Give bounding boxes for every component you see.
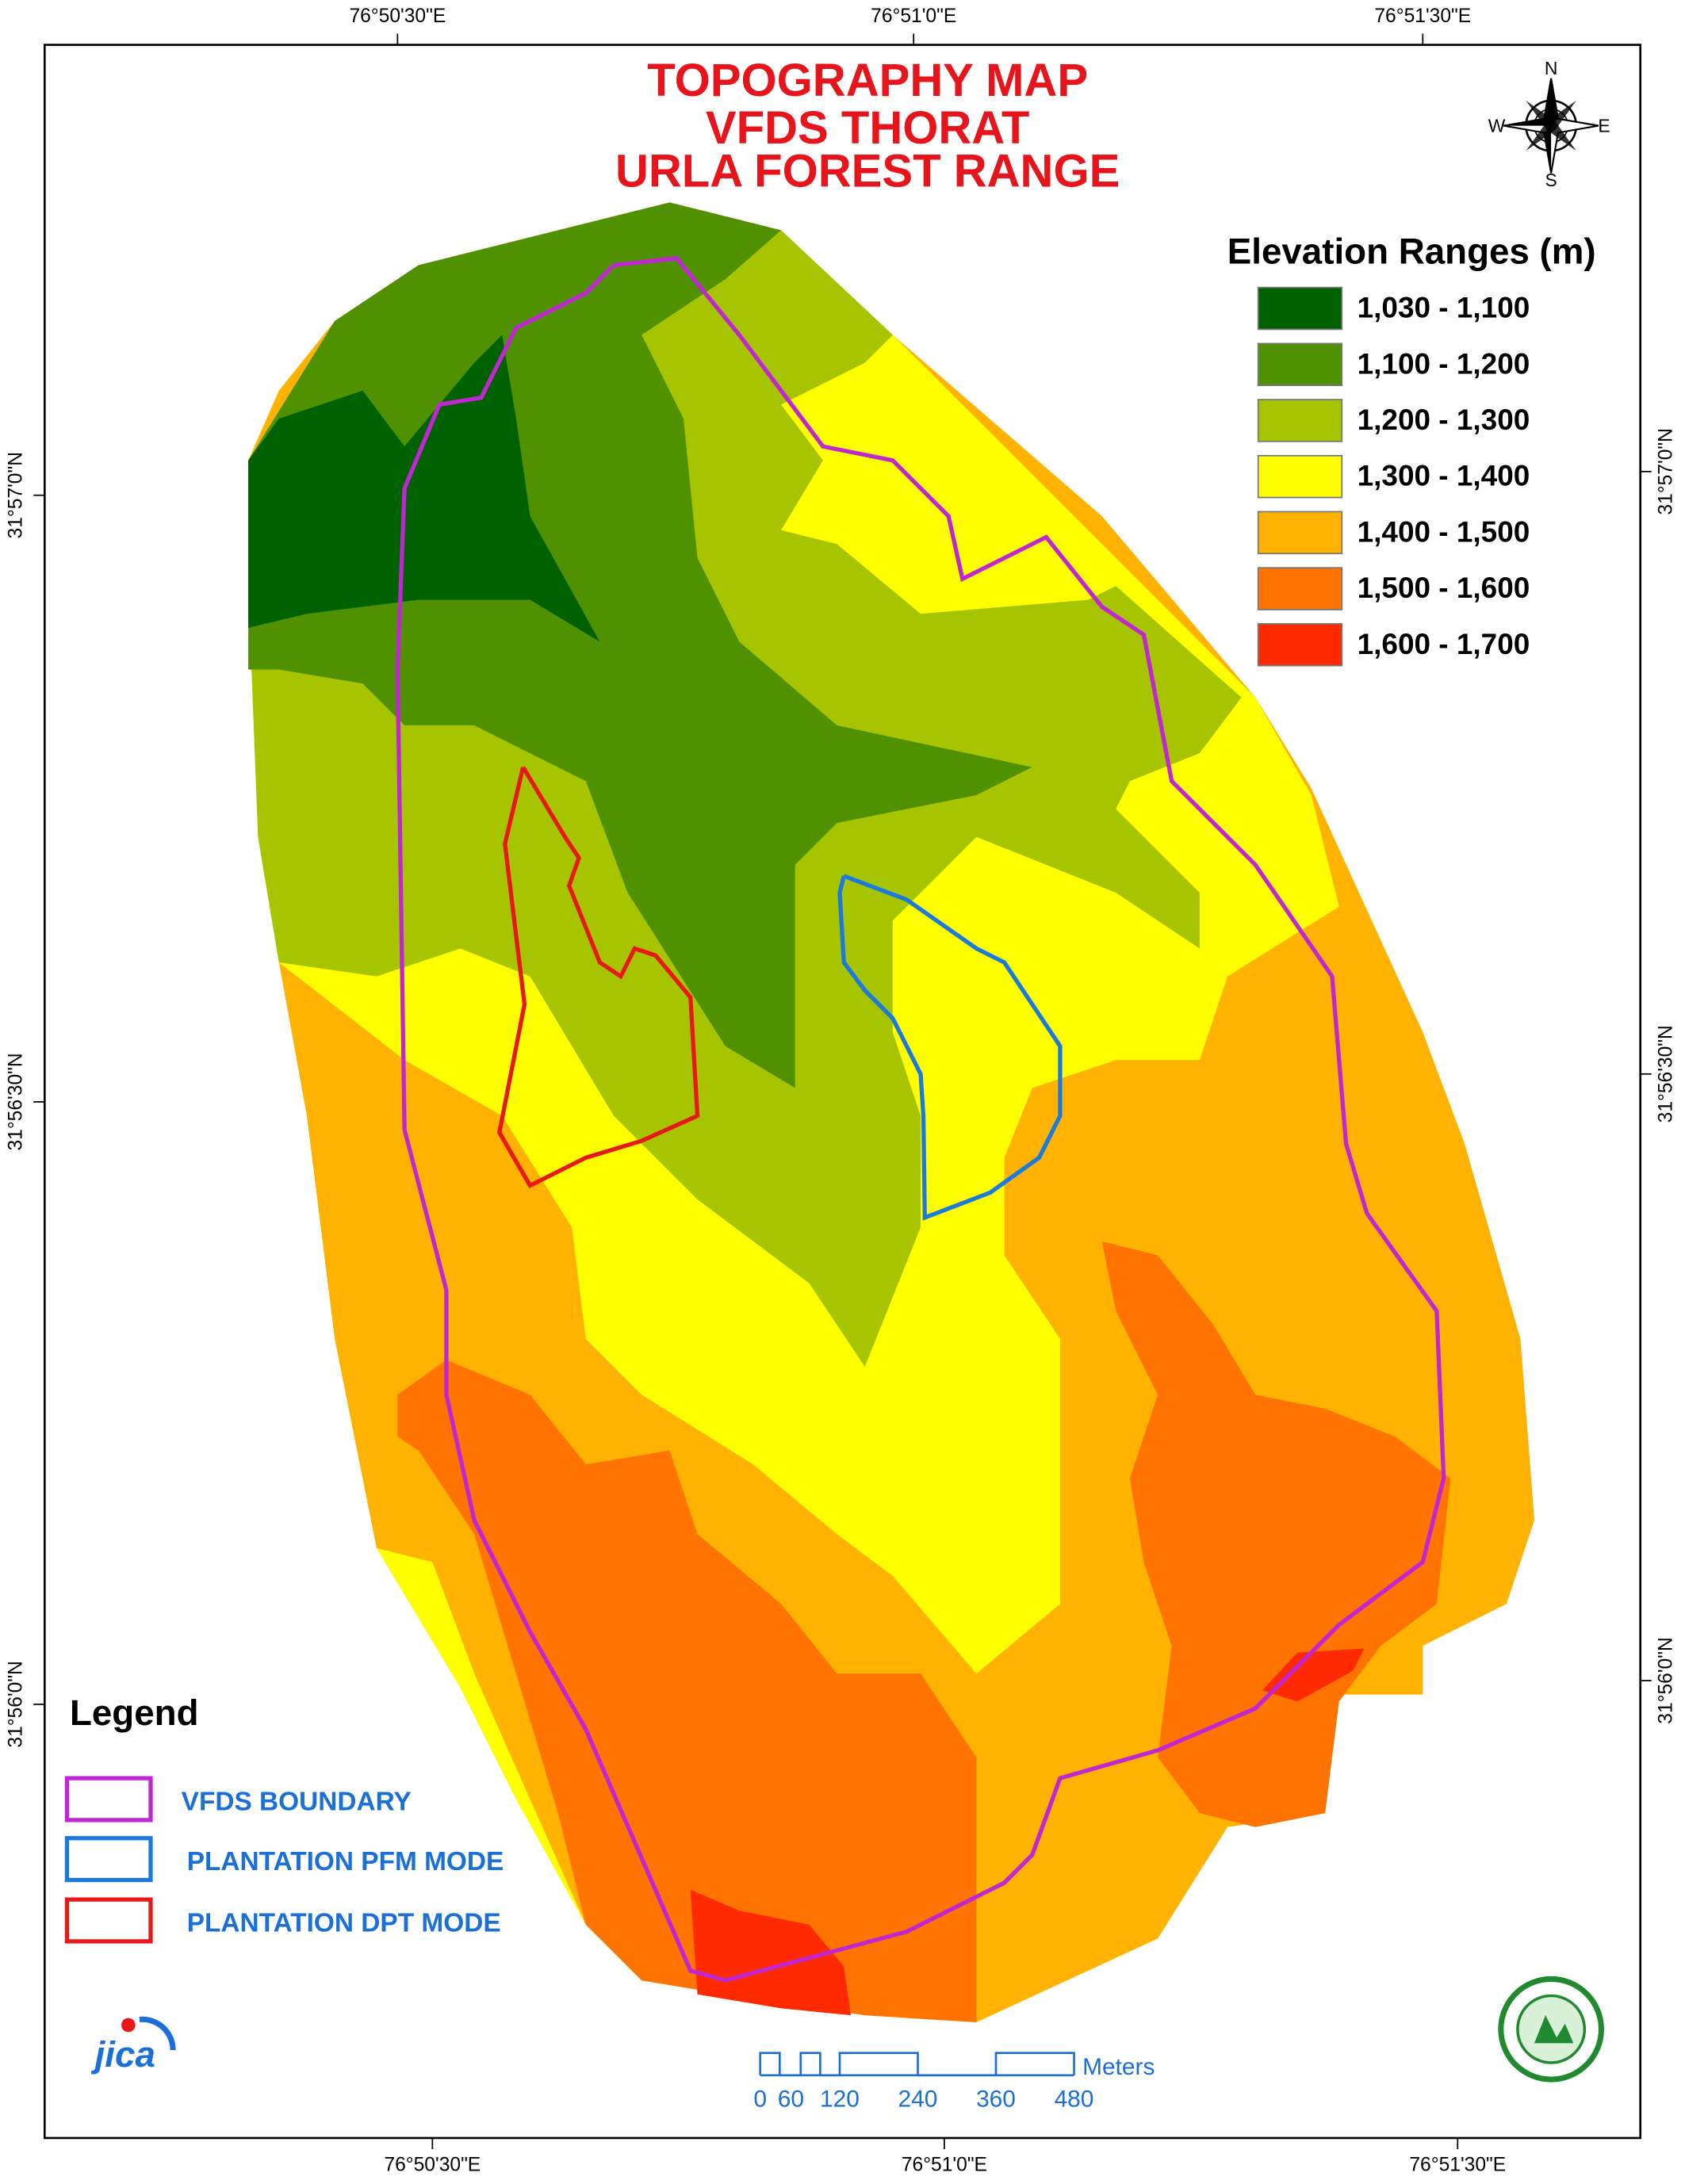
map-title: URLA FOREST RANGE (615, 145, 1120, 197)
elevation-label: 1,300 - 1,400 (1358, 460, 1530, 492)
elevation-zone (376, 1547, 586, 1925)
elevation-zone (690, 1889, 852, 2016)
elevation-label: 1,200 - 1,300 (1358, 404, 1530, 436)
elevation-label: 1,500 - 1,600 (1358, 572, 1530, 604)
elevation-swatch (1257, 567, 1343, 610)
legend-swatch (64, 1897, 153, 1944)
pfm-plantation (837, 874, 1063, 1221)
jica-logo (121, 2016, 176, 2051)
scale-label: 120 (820, 2086, 860, 2112)
scale-label: 360 (976, 2086, 1016, 2112)
legend-label: VFDS BOUNDARY (182, 1788, 412, 1817)
scale-label: 240 (898, 2086, 938, 2112)
legend-swatch (64, 1776, 153, 1823)
scale-unit: Meters (1082, 2054, 1155, 2080)
compass-rose (1503, 78, 1599, 174)
elevation-swatch (1257, 454, 1343, 499)
legend-title: Legend (70, 1693, 199, 1733)
compass-letter: N (1545, 58, 1558, 78)
elevation-swatch (1257, 623, 1343, 667)
elevation-zone (1262, 1648, 1365, 1702)
compass-letter: S (1545, 170, 1557, 190)
elevation-label: 1,100 - 1,200 (1358, 347, 1530, 380)
elevation-swatch (1257, 342, 1343, 387)
compass-letter: E (1598, 115, 1610, 136)
legend-label: PLANTATION PFM MODE (187, 1847, 504, 1876)
map-title: VFDS THORAT (706, 102, 1029, 154)
compass-letter: W (1488, 115, 1506, 136)
elevation-label: 1,600 - 1,700 (1358, 628, 1530, 660)
elevation-legend-title: Elevation Ranges (m) (1227, 231, 1596, 271)
left-coordinate: 31°56'0"N (6, 1661, 27, 1747)
right-coordinate: 31°56'0"N (1656, 1637, 1677, 1723)
boundaries (395, 255, 1446, 1983)
elevation-zone (248, 335, 600, 642)
legend-swatch (64, 1836, 153, 1883)
forest-logo (1498, 1976, 1604, 2083)
right-coordinate: 31°56'30"N (1656, 1025, 1677, 1123)
left-coordinate: 31°56'30"N (6, 1053, 27, 1150)
scale-label: 0 (753, 2086, 767, 2112)
bottom-coordinate: 76°51'0"E (902, 2155, 987, 2176)
scale-label: 480 (1055, 2086, 1094, 2112)
elevation-zone (397, 1360, 977, 2022)
top-coordinate: 76°51'0"E (871, 6, 956, 27)
bottom-coordinate: 76°51'30"E (1409, 2155, 1506, 2176)
vfds-boundary (395, 255, 1446, 1983)
scale-label: 60 (778, 2086, 804, 2112)
bottom-coordinate: 76°50'30"E (384, 2155, 481, 2176)
dpt-plantation (496, 766, 700, 1188)
map-title: TOPOGRAPHY MAP (647, 55, 1088, 106)
elevation-swatch (1257, 399, 1343, 442)
jica-logo-text: jica (91, 2034, 155, 2075)
elevation-swatch (1257, 511, 1343, 555)
elevation-swatch (1257, 286, 1343, 331)
elevation-zone (1101, 1241, 1451, 1827)
elevation-label: 1,400 - 1,500 (1358, 515, 1530, 548)
right-coordinate: 31°57'0"N (1656, 428, 1677, 514)
top-coordinate: 76°51'30"E (1374, 6, 1471, 27)
top-coordinate: 76°50'30"E (349, 6, 446, 27)
left-coordinate: 31°57'0"N (6, 452, 27, 538)
legend-label: PLANTATION DPT MODE (187, 1909, 501, 1938)
elevation-zones (248, 202, 1535, 2022)
elevation-label: 1,030 - 1,100 (1358, 292, 1530, 324)
